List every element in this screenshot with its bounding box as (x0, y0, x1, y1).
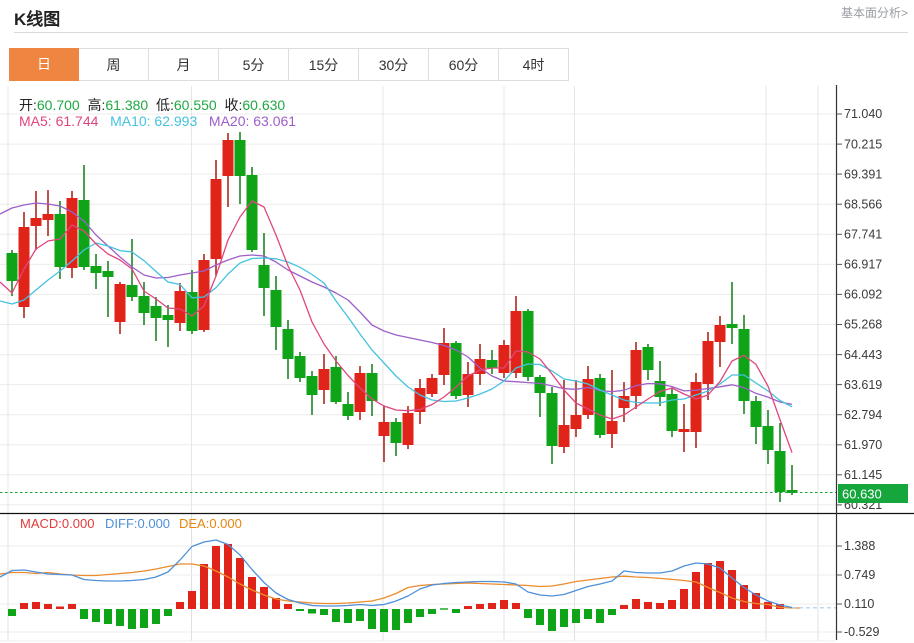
svg-text:61.970: 61.970 (844, 438, 882, 452)
svg-text:0.110: 0.110 (844, 597, 874, 611)
svg-text:70.215: 70.215 (844, 137, 882, 151)
svg-text:63.619: 63.619 (844, 378, 882, 392)
svg-text:62.794: 62.794 (844, 408, 882, 422)
svg-text:67.741: 67.741 (844, 228, 882, 242)
svg-text:68.566: 68.566 (844, 197, 882, 211)
svg-text:61.145: 61.145 (844, 468, 882, 482)
svg-text:64.443: 64.443 (844, 348, 882, 362)
svg-text:-0.529: -0.529 (844, 625, 879, 639)
svg-text:66.092: 66.092 (844, 288, 882, 302)
svg-text:65.268: 65.268 (844, 318, 882, 332)
svg-text:60.630: 60.630 (842, 487, 882, 502)
svg-text:66.917: 66.917 (844, 258, 882, 272)
svg-text:0.749: 0.749 (844, 568, 875, 582)
svg-text:1.388: 1.388 (844, 539, 875, 553)
svg-text:71.040: 71.040 (844, 107, 882, 121)
svg-text:69.391: 69.391 (844, 167, 882, 181)
